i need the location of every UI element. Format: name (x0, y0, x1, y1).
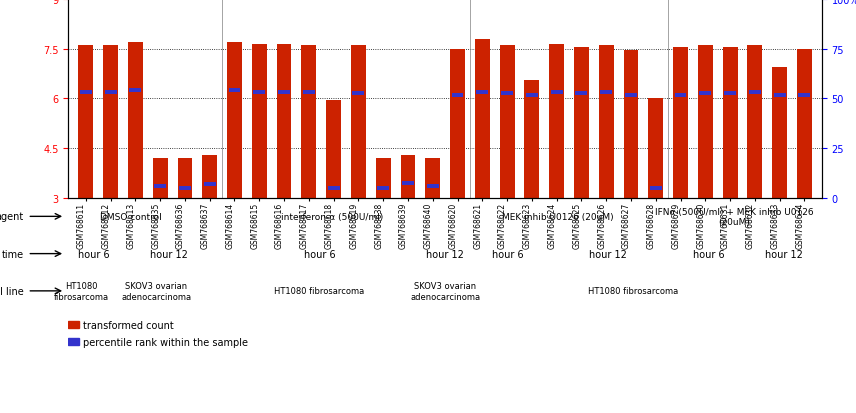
Text: IFNα (500U/ml) + MEK inhib U0126
(20uM): IFNα (500U/ml) + MEK inhib U0126 (20uM) (655, 207, 813, 226)
Bar (501, 92, 513, 96)
Bar (425, 159, 440, 198)
Bar (799, 94, 811, 98)
Bar (525, 81, 539, 198)
Bar (104, 90, 116, 95)
Bar (68, 321, 79, 328)
Bar (698, 46, 713, 198)
Bar (229, 89, 241, 93)
Bar (401, 155, 415, 198)
Text: hour 6: hour 6 (78, 249, 110, 259)
Bar (177, 159, 193, 198)
Bar (353, 92, 365, 96)
Text: DMSO control: DMSO control (100, 212, 162, 221)
Bar (80, 90, 92, 95)
Bar (574, 48, 589, 198)
Text: hour 12: hour 12 (590, 249, 627, 259)
Bar (550, 45, 564, 198)
Bar (154, 185, 166, 189)
Text: HT1080
fibrosarcoma: HT1080 fibrosarcoma (53, 282, 109, 301)
Text: time: time (2, 249, 24, 259)
Text: HT1080 fibrosarcoma: HT1080 fibrosarcoma (275, 287, 365, 296)
Bar (450, 50, 465, 198)
Bar (724, 92, 736, 96)
Text: hour 12: hour 12 (150, 249, 187, 259)
Bar (747, 46, 763, 198)
Bar (204, 183, 216, 187)
Text: transformed count: transformed count (84, 320, 175, 330)
Bar (625, 94, 637, 98)
Bar (699, 92, 711, 96)
Bar (376, 159, 390, 198)
Text: HT1080 fibrosarcoma: HT1080 fibrosarcoma (588, 287, 679, 296)
Bar (623, 51, 639, 198)
Bar (673, 48, 688, 198)
Bar (326, 101, 341, 198)
Bar (276, 45, 292, 198)
Text: cell line: cell line (0, 286, 24, 296)
Text: SKOV3 ovarian
adenocarcinoma: SKOV3 ovarian adenocarcinoma (122, 282, 192, 301)
Bar (772, 68, 787, 198)
Bar (749, 90, 761, 95)
Text: interferon-α (500U/ml): interferon-α (500U/ml) (281, 212, 383, 221)
Bar (104, 46, 118, 198)
Bar (774, 94, 786, 98)
Text: percentile rank within the sample: percentile rank within the sample (84, 337, 248, 347)
Bar (526, 94, 538, 98)
Bar (152, 159, 168, 198)
Text: SKOV3 ovarian
adenocarcinoma: SKOV3 ovarian adenocarcinoma (410, 282, 480, 301)
Text: MEK inhib U0126 (20uM): MEK inhib U0126 (20uM) (502, 212, 614, 221)
Bar (129, 89, 141, 93)
Bar (476, 90, 488, 95)
Text: hour 6: hour 6 (693, 249, 724, 259)
Bar (328, 186, 340, 190)
Bar (598, 46, 614, 198)
Bar (68, 338, 79, 345)
Bar (128, 43, 143, 198)
Text: hour 12: hour 12 (426, 249, 464, 259)
Bar (227, 43, 242, 198)
Bar (575, 92, 587, 96)
Bar (351, 46, 366, 198)
Bar (600, 90, 612, 95)
Bar (475, 40, 490, 198)
Bar (278, 90, 290, 95)
Bar (797, 50, 811, 198)
Text: agent: agent (0, 212, 24, 222)
Bar (179, 186, 191, 190)
Bar (79, 46, 93, 198)
Bar (252, 45, 267, 198)
Bar (500, 46, 514, 198)
Bar (452, 94, 463, 98)
Text: hour 12: hour 12 (765, 249, 803, 259)
Bar (648, 99, 663, 198)
Bar (377, 186, 389, 190)
Text: hour 6: hour 6 (304, 249, 336, 259)
Bar (550, 90, 562, 95)
Bar (253, 90, 265, 95)
Bar (722, 48, 738, 198)
Bar (402, 181, 414, 185)
Bar (650, 186, 662, 190)
Bar (202, 155, 217, 198)
Bar (675, 94, 687, 98)
Bar (303, 90, 315, 95)
Text: hour 6: hour 6 (492, 249, 524, 259)
Bar (301, 46, 316, 198)
Bar (427, 185, 438, 189)
